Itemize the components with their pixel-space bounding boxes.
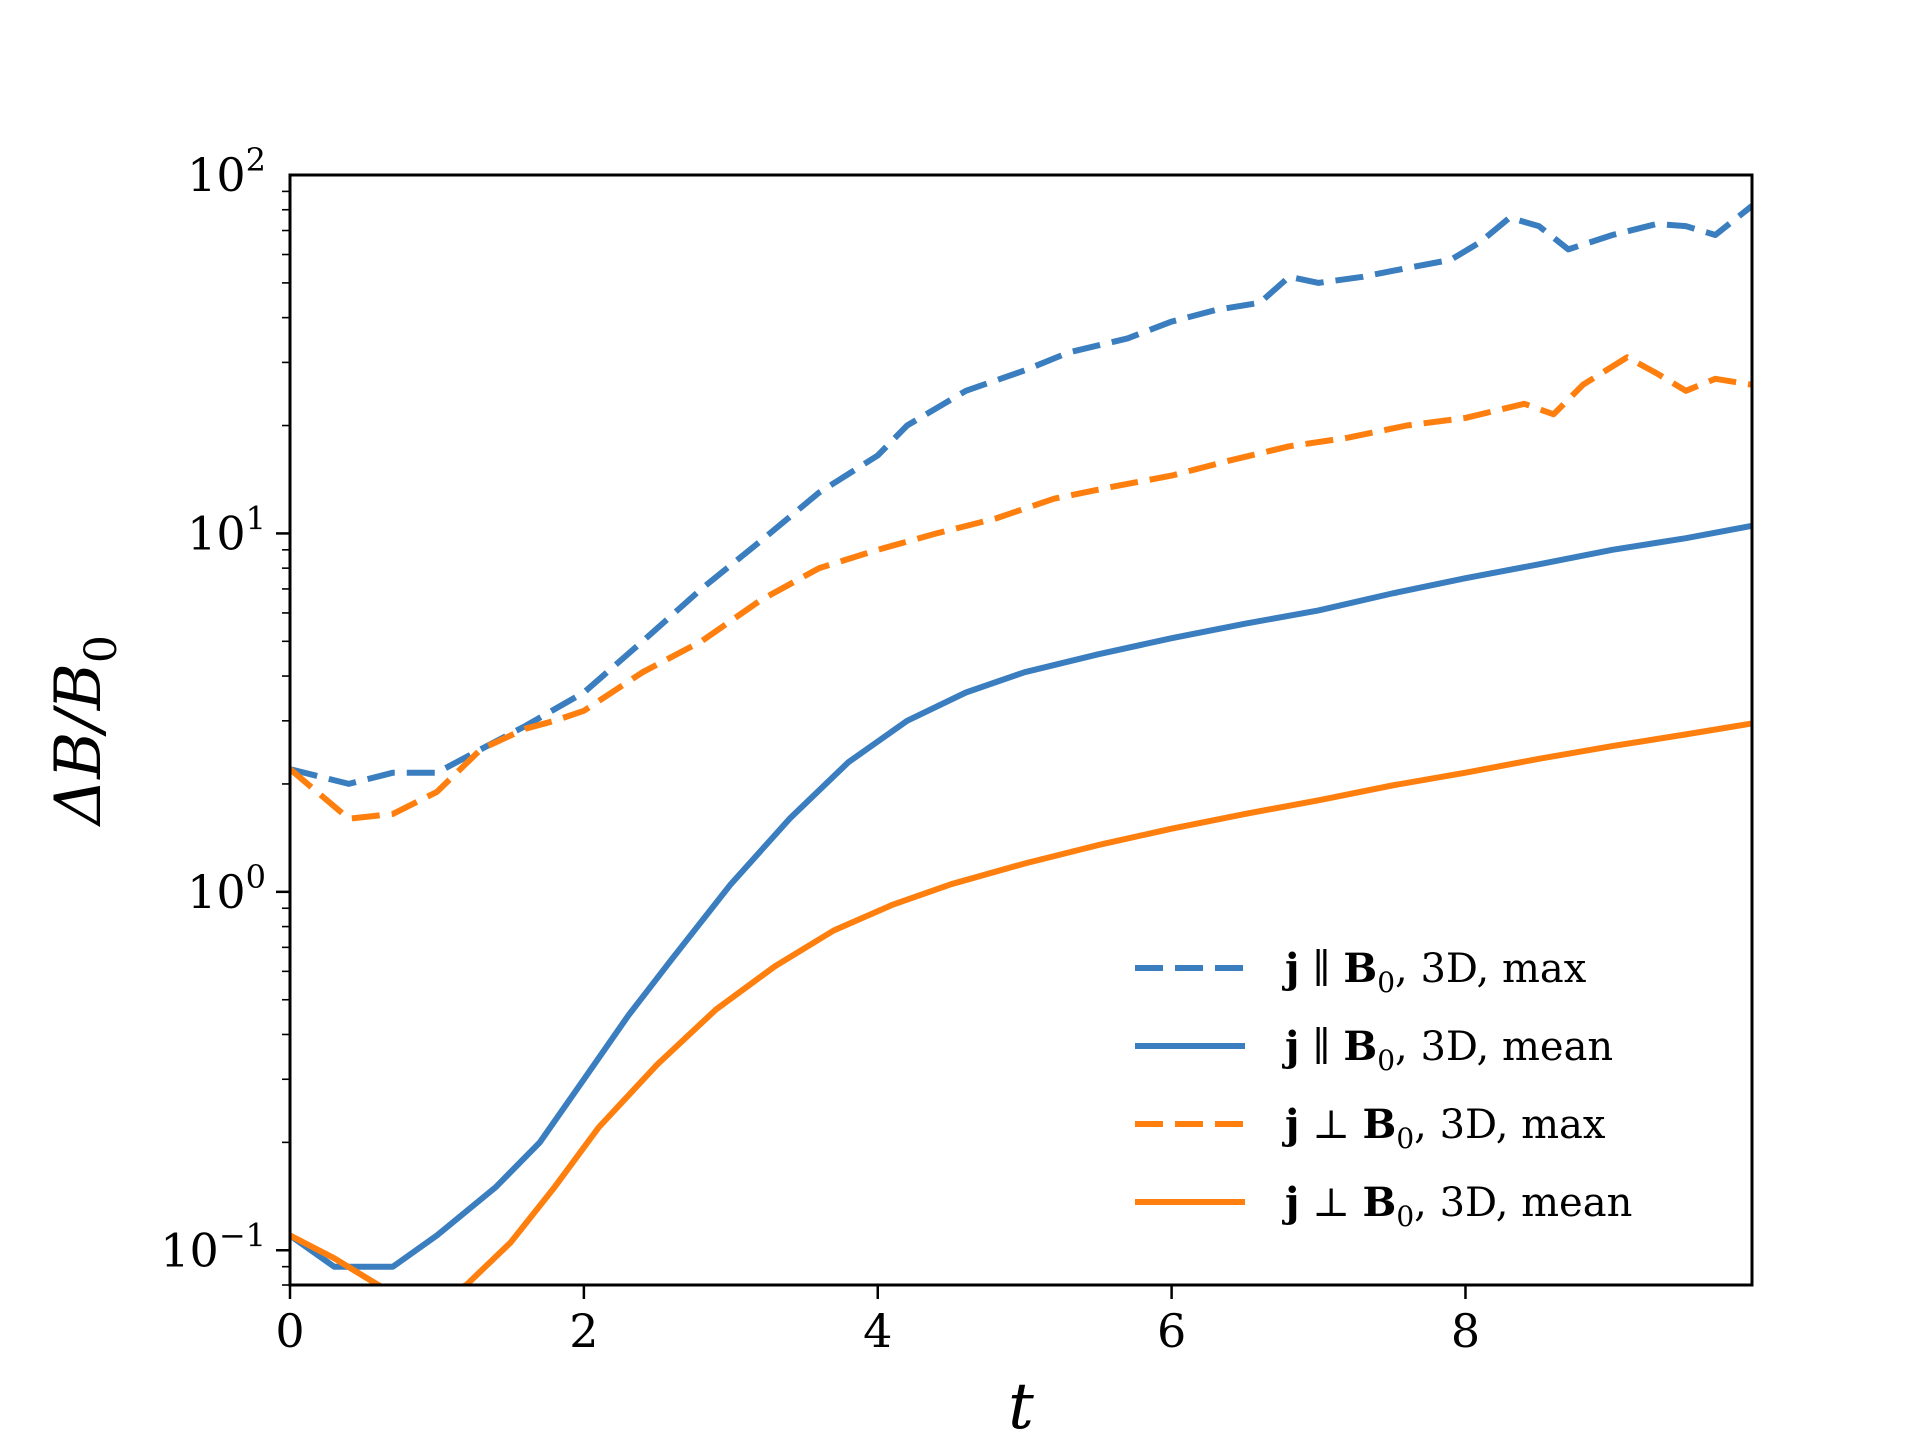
legend-label-2: j ⊥ B0, 3D, max	[1282, 1101, 1606, 1155]
y-axis: 10−1 100 101 102	[160, 141, 290, 1286]
x-tick-label: 4	[863, 1304, 892, 1358]
x-tick-label: 8	[1451, 1304, 1480, 1358]
x-axis-label: t	[1008, 1370, 1034, 1440]
y-tick-label: 100	[187, 858, 266, 919]
legend-label-3: j ⊥ B0, 3D, mean	[1282, 1179, 1632, 1233]
series-line-1	[290, 522, 1752, 1270]
series-layer	[290, 203, 1752, 1285]
y-tick-label: 10−1	[160, 1216, 266, 1277]
legend-label-0: j ∥ B0, 3D, max	[1282, 945, 1587, 999]
y-axis-label: ΔB/B0	[42, 635, 127, 828]
y-tick-label: 102	[187, 141, 266, 202]
x-tick-label: 6	[1157, 1304, 1186, 1358]
legend-label-1: j ∥ B0, 3D, mean	[1282, 1023, 1613, 1077]
y-tick-label: 101	[187, 499, 266, 560]
series-line-2	[290, 354, 1752, 822]
x-axis: 0 2 4 6 8	[275, 1285, 1480, 1358]
series-line-0	[290, 203, 1752, 787]
x-tick-label: 2	[569, 1304, 598, 1358]
legend: j ∥ B0, 3D, max j ∥ B0, 3D, mean j ⊥ B0, 3…	[1135, 945, 1632, 1233]
series-line-3	[290, 720, 1752, 1285]
plot-frame	[288, 173, 1754, 1287]
x-tick-label: 0	[275, 1304, 304, 1358]
